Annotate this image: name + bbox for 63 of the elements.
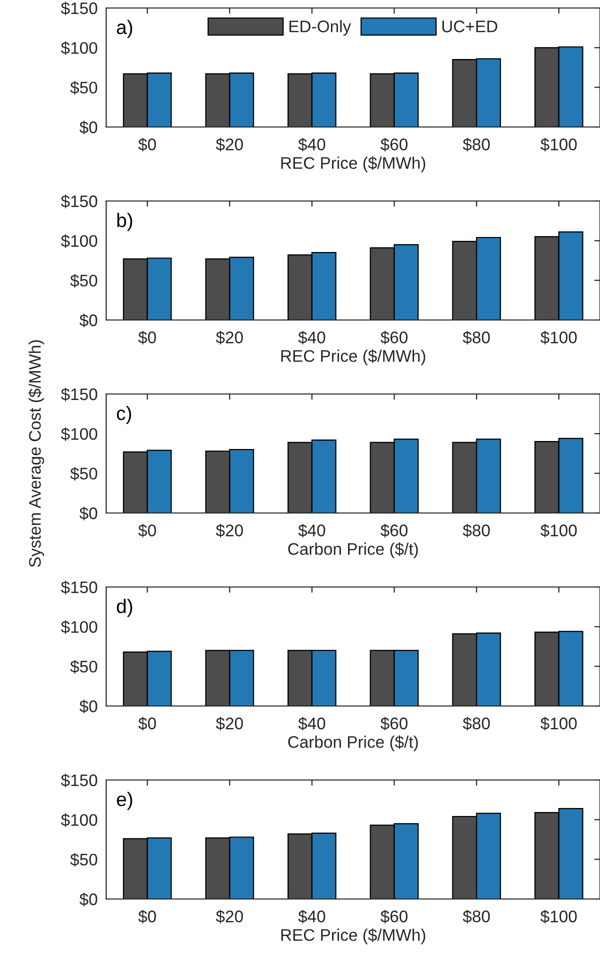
y-tick-label: $0 [80,892,98,906]
y-tick-label: $100 [60,620,98,634]
y-tick-label: $150 [60,580,98,594]
x-tick-label: $40 [298,330,326,344]
x-axis-title: Carbon Price ($/t) [288,735,418,752]
x-tick-label: $80 [462,716,490,730]
x-tick-label: $60 [380,910,408,924]
y-axis-title: System Average Cost ($/MWh) [28,340,44,567]
x-tick-label: $100 [540,524,577,538]
x-axis-title: REC Price ($/MWh) [281,156,426,172]
x-tick-label: $60 [380,716,408,730]
x-tick-label: $80 [462,910,490,924]
x-tick-label: $100 [540,716,577,730]
y-tick-label: $100 [60,234,98,248]
annotation: e) [116,792,132,810]
y-tick-label: $50 [70,660,98,674]
y-tick-label: $0 [80,120,98,134]
annotation: c) [116,406,132,424]
x-tick-label: $60 [380,330,408,344]
x-tick-label: $40 [298,138,326,152]
x-axis-title: REC Price ($/MWh) [281,349,426,366]
legend-label: UC+ED [442,20,498,32]
y-tick-label: $50 [70,467,98,481]
legend-label: ED-Only [290,20,352,36]
x-tick-label: $0 [138,330,156,344]
y-tick-label: $150 [60,2,98,16]
y-tick-label: $150 [60,388,98,402]
x-tick-label: $20 [216,138,243,152]
annotation: d) [116,598,132,618]
x-tick-label: $40 [298,716,326,730]
x-tick-label: $100 [540,330,577,344]
x-tick-label: $20 [216,524,243,538]
x-tick-label: $40 [298,910,326,924]
y-tick-label: $0 [80,700,98,714]
annotation: a) [116,20,132,38]
x-axis-title: REC Price ($/MWh) [281,928,426,944]
y-tick-label: $100 [60,813,98,827]
x-tick-label: $0 [138,716,156,730]
x-tick-label: $80 [462,138,490,152]
annotation: b) [117,212,132,232]
x-tick-label: $0 [138,524,156,538]
x-tick-label: $100 [540,910,577,924]
y-tick-label: $150 [60,194,98,208]
x-tick-label: $60 [380,524,408,538]
y-tick-label: $50 [70,274,98,288]
x-tick-label: $100 [540,138,577,152]
y-tick-label: $50 [70,81,98,95]
y-tick-label: $0 [80,506,98,520]
x-tick-label: $80 [462,330,490,344]
x-tick-label: $80 [462,524,490,538]
y-tick-label: $0 [80,314,98,328]
x-tick-label: $20 [216,330,243,344]
y-tick-label: $150 [60,774,98,788]
x-tick-label: $20 [216,716,243,730]
y-tick-label: $100 [60,41,98,55]
x-tick-label: $40 [298,524,326,538]
x-tick-label: $0 [138,138,156,152]
x-axis-title: Carbon Price ($/t) [288,542,418,558]
x-tick-label: $20 [216,910,243,924]
y-tick-label: $50 [70,853,98,867]
x-tick-label: $0 [138,910,156,924]
x-tick-label: $60 [380,138,408,152]
y-tick-label: $100 [60,427,98,441]
